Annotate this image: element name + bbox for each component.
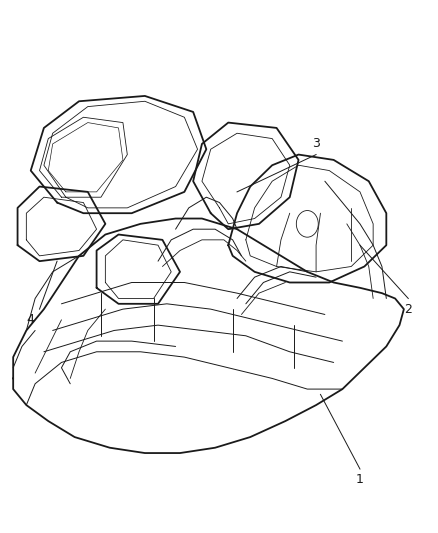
Text: 4: 4 xyxy=(27,313,35,326)
Text: 1: 1 xyxy=(355,473,363,486)
Text: 3: 3 xyxy=(311,138,319,150)
Text: 2: 2 xyxy=(403,303,411,316)
